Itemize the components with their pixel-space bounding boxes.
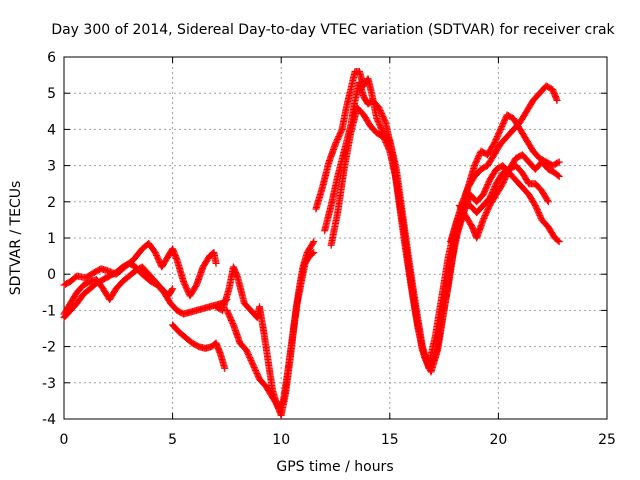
series-5: [223, 248, 318, 412]
data-point: [555, 158, 563, 166]
series-3: [169, 321, 229, 372]
y-tick-label: -1: [42, 303, 56, 319]
y-tick-label: -4: [42, 412, 56, 428]
axis-ticks: 0 5 10 15 20 25 -4 -3 -2 -1 0 1 2 3 4 5 6: [42, 50, 616, 448]
y-tick-label: 0: [47, 267, 56, 283]
data-point: [212, 259, 220, 267]
data-point: [337, 127, 345, 135]
data-point: [381, 117, 389, 125]
data-point: [310, 248, 318, 256]
data-point: [554, 159, 562, 167]
chart-title: Day 300 of 2014, Sidereal Day-to-day VTE…: [51, 22, 615, 38]
y-tick-label: -3: [42, 376, 56, 392]
y-tick-label: 1: [47, 231, 56, 247]
y-tick-label: 2: [47, 195, 56, 211]
data-point: [168, 286, 176, 294]
x-tick-label: 25: [598, 432, 616, 448]
series-2: [60, 263, 177, 318]
data-point: [553, 96, 561, 104]
series-10: [455, 151, 563, 242]
data-point: [309, 249, 317, 257]
data-point: [554, 172, 562, 180]
x-tick-label: 15: [381, 432, 399, 448]
grid: [64, 57, 607, 419]
data-points: [60, 67, 563, 419]
data-point: [544, 198, 552, 206]
x-tick-label: 5: [168, 432, 177, 448]
data-point: [554, 237, 562, 245]
data-point: [169, 285, 177, 293]
data-point: [310, 238, 318, 246]
y-axis-label: SDTVAR / TECUs: [8, 181, 24, 296]
data-point: [555, 238, 563, 246]
y-tick-label: -2: [42, 340, 56, 356]
x-tick-label: 20: [489, 432, 507, 448]
data-point: [544, 196, 552, 204]
x-axis-label: GPS time / hours: [276, 459, 393, 475]
data-point: [385, 146, 393, 154]
x-tick-label: 0: [60, 432, 69, 448]
x-tick-label: 10: [272, 432, 290, 448]
data-point: [309, 239, 317, 247]
data-point: [555, 172, 563, 180]
y-tick-label: 5: [47, 86, 56, 102]
data-point: [221, 364, 229, 372]
y-tick-label: 3: [47, 159, 56, 175]
y-tick-label: 4: [47, 122, 56, 138]
y-tick-label: 6: [47, 50, 56, 66]
